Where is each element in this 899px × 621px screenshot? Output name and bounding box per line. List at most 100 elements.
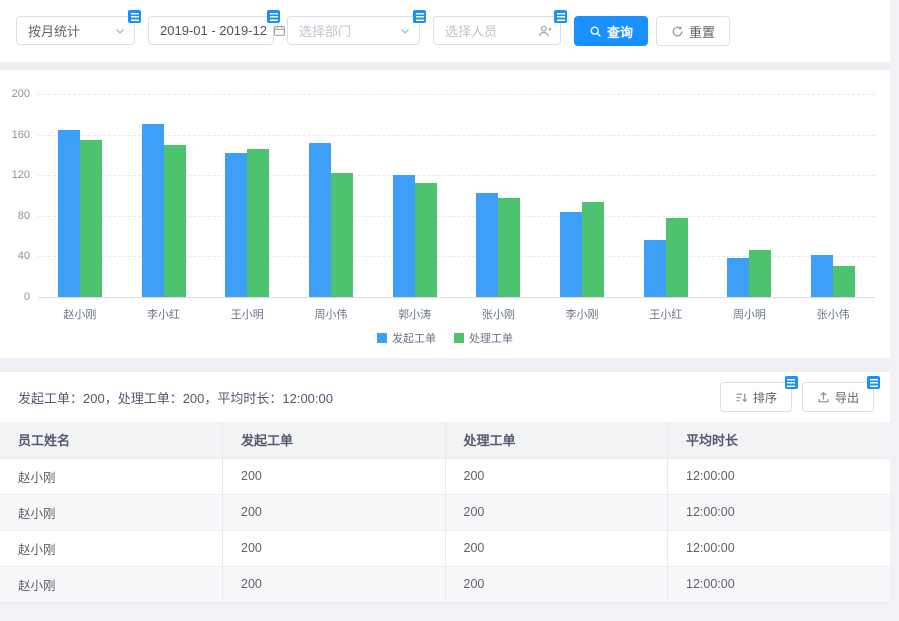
summary-text: 发起工单：200，处理工单：200，平均时长：12:00:00 <box>18 390 333 406</box>
bar-processed[interactable] <box>749 250 772 297</box>
bar-processed[interactable] <box>833 265 856 297</box>
x-axis-category-label: 周小伟 <box>314 309 348 321</box>
x-axis-category-label: 李小红 <box>147 309 181 321</box>
bar-initiated[interactable] <box>225 152 248 297</box>
export-icon <box>818 391 829 402</box>
filter-toolbar: 按月统计 2019-01 - 2019-12 选择部门 选择人员 <box>0 0 890 62</box>
table-panel: 发起工单：200，处理工单：200，平均时长：12:00:00 排序 导出 员工… <box>0 372 890 603</box>
section-divider <box>0 358 890 372</box>
y-gridline <box>38 94 875 95</box>
table-cell: 赵小刚 <box>0 458 223 495</box>
x-axis-category-label: 李小刚 <box>565 309 599 321</box>
search-icon <box>590 25 601 37</box>
reset-button[interactable]: 重置 <box>656 16 731 46</box>
y-gridline <box>38 175 875 177</box>
date-range-value: 2019-01 - 2019-12 <box>160 23 267 38</box>
annotation-badge-icon <box>867 376 880 389</box>
chart-panel: 0 40 80 120 160 200 赵小刚 李小红 王小明 周小伟 郭小涛 张小刚 李小刚 王小红 周小… <box>0 70 890 358</box>
legend-item[interactable]: 处理工单 <box>454 330 513 346</box>
department-placeholder: 选择部门 <box>299 24 352 39</box>
x-axis-category-label: 张小刚 <box>481 309 515 321</box>
table-cell: 200 <box>445 494 668 531</box>
calendar-icon <box>273 24 286 37</box>
y-gridline <box>38 215 875 217</box>
bar-processed[interactable] <box>79 139 102 297</box>
annotation-badge-icon <box>554 10 567 23</box>
y-axis-tick-label: 80 <box>17 209 30 222</box>
table-cell: 200 <box>222 458 446 495</box>
table-cell: 赵小刚 <box>0 530 223 567</box>
table-row: 赵小刚 200 200 12:00:00 <box>0 530 890 567</box>
legend-swatch <box>377 333 387 343</box>
y-axis-tick-label: 0 <box>23 291 30 303</box>
bar-initiated[interactable] <box>727 258 750 297</box>
department-select[interactable]: 选择部门 <box>287 10 426 45</box>
sort-button[interactable]: 排序 <box>719 376 798 412</box>
bar-initiated[interactable] <box>643 240 666 297</box>
table-actions: 排序 导出 <box>719 376 880 412</box>
date-range-picker[interactable]: 2019-01 - 2019-12 <box>148 10 285 45</box>
bar-processed[interactable] <box>414 183 437 297</box>
bar-initiated[interactable] <box>811 255 834 297</box>
table-row: 赵小刚 200 200 12:00:00 <box>0 458 890 495</box>
y-axis-tick-label: 200 <box>11 88 30 100</box>
x-axis-category-label: 赵小刚 <box>63 309 97 321</box>
x-axis-category-label: 王小明 <box>230 309 264 321</box>
legend-label: 处理工单 <box>469 333 513 345</box>
add-person-icon <box>538 24 552 38</box>
section-divider <box>0 62 890 70</box>
table-cell: 12:00:00 <box>667 458 890 495</box>
x-axis-category-label: 郭小涛 <box>398 309 432 321</box>
bar-initiated[interactable] <box>308 142 331 297</box>
table-cell: 200 <box>445 566 668 603</box>
bar-initiated[interactable] <box>392 175 415 297</box>
bar-initiated[interactable] <box>476 193 499 297</box>
y-gridline <box>38 134 875 136</box>
bar-processed[interactable] <box>247 148 270 297</box>
column-header-avg-duration: 平均时长 <box>667 422 890 459</box>
y-axis-tick-label: 160 <box>11 128 30 141</box>
annotation-badge-icon <box>413 10 426 23</box>
stat-type-select[interactable]: 按月统计 <box>16 10 141 45</box>
reset-button-label: 重置 <box>689 24 716 40</box>
column-header-employee: 员工姓名 <box>0 422 223 459</box>
stats-table: 员工姓名 发起工单 处理工单 平均时长 赵小刚 200 200 12:00:00 赵小刚… <box>0 422 890 603</box>
stats-table-header: 员工姓名 发起工单 处理工单 平均时长 <box>0 422 890 459</box>
bar-processed[interactable] <box>665 217 688 297</box>
bar-processed[interactable] <box>582 201 605 297</box>
person-select-input[interactable]: 选择人员 <box>433 10 567 45</box>
annotation-badge-icon <box>128 10 141 23</box>
sort-descending-icon <box>736 393 748 402</box>
chevron-down-icon <box>399 25 411 37</box>
table-cell: 12:00:00 <box>667 566 890 603</box>
legend-label: 发起工单 <box>392 333 436 345</box>
table-cell: 赵小刚 <box>0 566 223 603</box>
legend-item[interactable]: 发起工单 <box>377 330 436 346</box>
bar-initiated[interactable] <box>57 129 80 297</box>
y-axis-tick-label: 40 <box>17 250 30 263</box>
x-axis-category-label: 王小红 <box>649 309 683 321</box>
chart-legend: 发起工单 处理工单 <box>0 330 890 346</box>
chevron-down-icon <box>114 25 126 37</box>
export-button[interactable]: 导出 <box>801 376 880 412</box>
bar-initiated[interactable] <box>560 211 583 297</box>
grouped-bar-chart: 0 40 80 120 160 200 赵小刚 李小红 王小明 周小伟 郭小涛 张小刚 李小刚 王小红 周小… <box>0 70 890 358</box>
summary-bar: 发起工单：200，处理工单：200，平均时长：12:00:00 排序 导出 <box>0 372 890 422</box>
query-button[interactable]: 查询 <box>574 16 649 46</box>
legend-swatch <box>454 333 464 343</box>
column-header-initiated: 发起工单 <box>222 422 446 459</box>
table-cell: 200 <box>222 566 446 603</box>
bar-processed[interactable] <box>330 173 353 297</box>
table-cell: 200 <box>445 530 668 567</box>
sort-button-label: 排序 <box>752 390 777 405</box>
bar-processed[interactable] <box>163 144 186 297</box>
bar-initiated[interactable] <box>141 124 164 297</box>
x-axis-category-label: 周小明 <box>732 309 766 321</box>
x-axis-category-label: 张小伟 <box>816 309 850 321</box>
table-row: 赵小刚 200 200 12:00:00 <box>0 566 890 603</box>
table-cell: 12:00:00 <box>667 530 890 567</box>
column-header-processed: 处理工单 <box>445 422 668 459</box>
bar-processed[interactable] <box>498 197 521 297</box>
person-placeholder: 选择人员 <box>445 24 498 39</box>
